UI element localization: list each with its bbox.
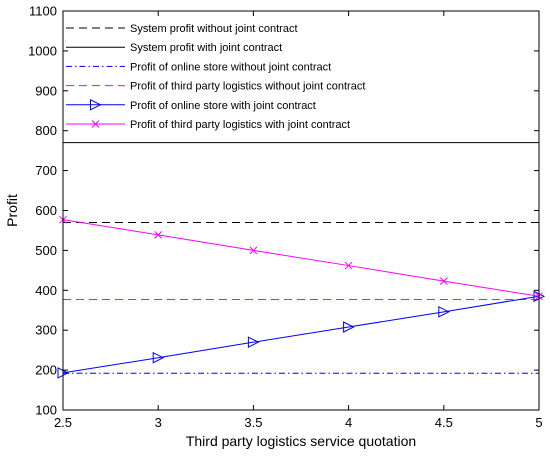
x-tick-label: 2.5	[54, 415, 72, 430]
x-tick-label: 3.5	[244, 415, 262, 430]
legend-label-5: Profit of online store with joint contra…	[130, 100, 316, 112]
series-6-point	[439, 277, 448, 285]
y-tick-label: 700	[35, 163, 57, 178]
ticks-layer: 2.5 3 3.5 4 4.5 5 100 200 300 400 500 600 700 800 900 1…	[28, 4, 543, 431]
y-tick-label: 600	[35, 203, 57, 218]
legend: System profit without joint contract Syst…	[66, 23, 365, 131]
legend-marker-6	[91, 120, 100, 128]
series-6-point	[154, 230, 163, 239]
y-tick-label: 1000	[28, 43, 57, 58]
legend-label-6: Profit of third party logistics with joi…	[130, 119, 350, 131]
x-tick-label: 4	[345, 415, 352, 430]
legend-label-3: Profit of online store without joint con…	[130, 61, 331, 73]
x-tick-label: 5	[535, 415, 542, 430]
y-tick-label: 200	[35, 363, 57, 378]
series-5-point	[247, 336, 260, 348]
series-5-point	[438, 306, 450, 318]
series-6-point	[344, 261, 353, 270]
y-tick-label: 1100	[29, 4, 57, 19]
x-tick-label: 4.5	[435, 415, 453, 430]
legend-label-2: System profit with joint contract	[130, 42, 282, 54]
series-layer	[57, 142, 546, 379]
legend-label-1: System profit without joint contract	[130, 23, 298, 35]
x-tick-label: 3	[155, 415, 162, 430]
y-tick-label: 900	[35, 83, 57, 98]
x-marker-stroke	[249, 246, 258, 255]
legend-label-4: Profit of third party logistics without …	[130, 81, 365, 93]
y-tick-label: 800	[35, 123, 57, 138]
series-5-point	[152, 351, 165, 364]
x-marker-stroke	[344, 261, 353, 270]
y-tick-label: 300	[35, 323, 57, 338]
x-marker-stroke	[154, 230, 163, 239]
x-axis-title: Third party logistics service quotation	[186, 433, 416, 449]
y-tick-label: 500	[35, 243, 57, 258]
series-line-5	[62, 295, 540, 374]
series-6-point	[249, 246, 258, 255]
y-tick-label: 400	[35, 283, 57, 298]
x-marker-stroke	[91, 120, 100, 128]
x-marker-stroke	[439, 277, 448, 285]
legend-marker-5	[90, 98, 102, 111]
y-tick-label: 100	[35, 403, 57, 418]
series-5-point	[343, 321, 355, 333]
y-axis-title: Profit	[4, 194, 20, 227]
series-line-6	[62, 219, 540, 297]
